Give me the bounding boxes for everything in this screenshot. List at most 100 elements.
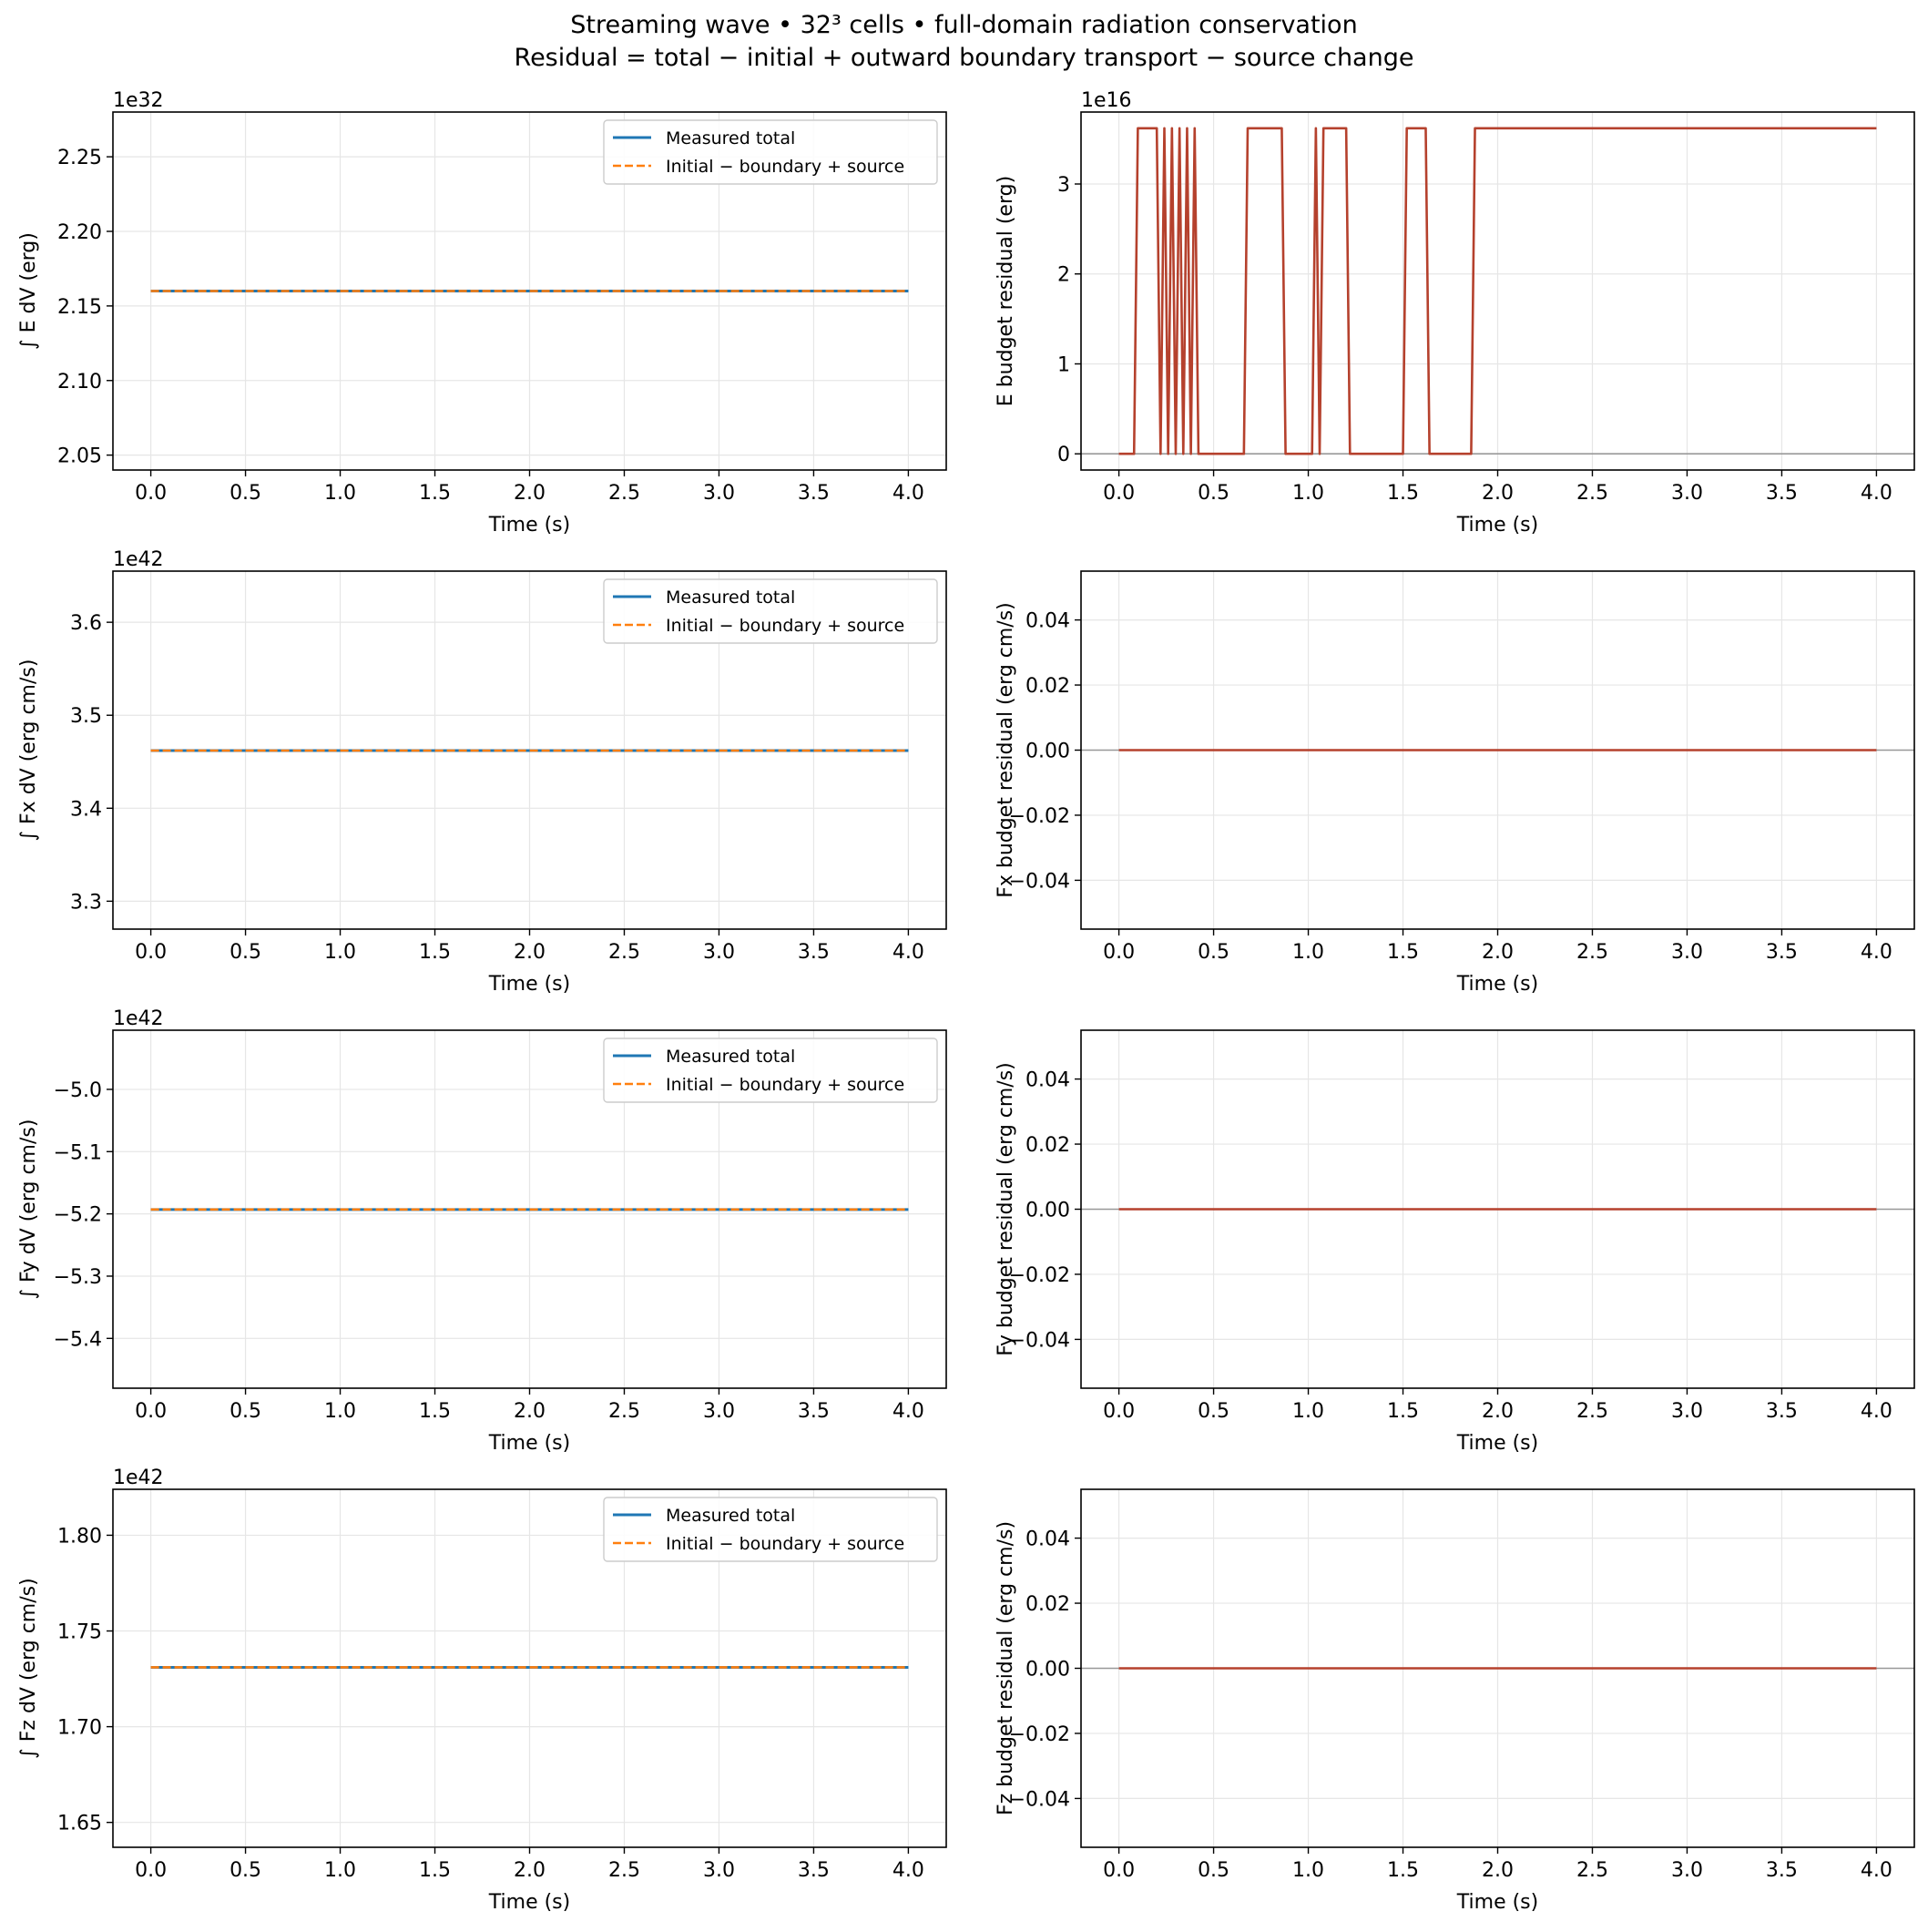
y-tick-label: 3 xyxy=(1057,174,1070,197)
x-axis-label: Time (s) xyxy=(488,973,570,996)
legend: Measured total Initial − boundary + sourc… xyxy=(603,578,938,644)
y-tick-label: −5.1 xyxy=(54,1141,102,1164)
legend: Measured total Initial − boundary + sourc… xyxy=(603,119,938,185)
x-tick-label: 1.0 xyxy=(324,482,356,505)
x-tick-label: 2.0 xyxy=(514,1859,546,1882)
x-tick-label: 3.0 xyxy=(1671,1859,1703,1882)
x-tick-label: 1.0 xyxy=(1292,482,1324,505)
x-tick-label: 2.5 xyxy=(1576,482,1608,505)
x-tick-label: 2.0 xyxy=(514,941,546,964)
x-tick-label: 2.5 xyxy=(608,1859,640,1882)
y-tick-label: 1.70 xyxy=(57,1717,102,1740)
legend-frame xyxy=(603,119,938,185)
y-tick-label: −0.02 xyxy=(1009,1723,1070,1746)
x-tick-label: 3.5 xyxy=(798,482,830,505)
legend-frame xyxy=(603,1497,938,1562)
x-tick-label: 3.5 xyxy=(1766,941,1798,964)
legend-label: Measured total xyxy=(666,1506,795,1526)
y-tick-label: −5.0 xyxy=(54,1079,102,1102)
y-tick-label: 1.80 xyxy=(57,1525,102,1548)
x-tick-label: 0.5 xyxy=(230,482,261,505)
x-tick-label: 1.5 xyxy=(1387,1400,1419,1423)
x-tick-label: 3.5 xyxy=(798,1400,830,1423)
x-tick-label: 1.5 xyxy=(419,482,451,505)
y-tick-label: 0.00 xyxy=(1025,741,1070,763)
x-axis-label: Time (s) xyxy=(488,514,570,537)
x-tick-label: 1.0 xyxy=(1292,1400,1324,1423)
x-tick-label: 0.0 xyxy=(135,482,167,505)
x-tick-label: 2.0 xyxy=(1482,1400,1514,1423)
x-tick-label: 0.5 xyxy=(230,1859,261,1882)
y-tick-label: 0 xyxy=(1057,444,1070,466)
y-axis-label: ∫ Fy dV (erg cm/s) xyxy=(17,1119,40,1300)
x-tick-label: 2.5 xyxy=(608,1400,640,1423)
y-tick-label: 0.04 xyxy=(1025,1528,1070,1551)
y-tick-label: −5.2 xyxy=(54,1204,102,1227)
figure-title-line-2: Residual = total − initial + outward bou… xyxy=(514,44,1414,72)
x-tick-label: 4.0 xyxy=(1861,941,1892,964)
x-tick-label: 0.0 xyxy=(135,1400,167,1423)
y-axis-label: Fx budget residual (erg cm/s) xyxy=(995,602,1017,898)
legend-label: Measured total xyxy=(666,128,795,148)
x-tick-label: 3.0 xyxy=(703,482,735,505)
x-tick-label: 0.0 xyxy=(1103,1400,1135,1423)
y-axis-label: E budget residual (erg) xyxy=(995,176,1017,406)
x-tick-label: 0.5 xyxy=(1198,1400,1229,1423)
figure-title-line-1: Streaming wave • 32³ cells • full-domain… xyxy=(570,11,1358,39)
legend-frame xyxy=(603,578,938,644)
y-tick-label: 2 xyxy=(1057,264,1070,287)
y-axis-label: Fy budget residual (erg cm/s) xyxy=(995,1062,1017,1356)
legend-label: Initial − boundary + source xyxy=(666,157,904,177)
y-tick-label: 2.15 xyxy=(57,296,102,319)
y-tick-label: −5.4 xyxy=(54,1328,102,1351)
y-tick-label: 3.6 xyxy=(70,612,102,635)
x-tick-label: 1.5 xyxy=(1387,941,1419,964)
x-tick-label: 3.5 xyxy=(798,1859,830,1882)
x-tick-label: 3.0 xyxy=(703,1859,735,1882)
x-tick-label: 0.0 xyxy=(135,941,167,964)
x-tick-label: 4.0 xyxy=(893,1859,924,1882)
y-tick-label: 0.02 xyxy=(1025,1593,1070,1616)
y-axis-label: ∫ E dV (erg) xyxy=(17,232,40,350)
x-tick-label: 2.5 xyxy=(608,941,640,964)
x-tick-label: 1.0 xyxy=(1292,941,1324,964)
x-tick-label: 1.5 xyxy=(1387,482,1419,505)
legend: Measured total Initial − boundary + sourc… xyxy=(603,1497,938,1562)
x-tick-label: 2.0 xyxy=(1482,482,1514,505)
x-axis-label: Time (s) xyxy=(1456,514,1538,537)
x-tick-label: 4.0 xyxy=(1861,1400,1892,1423)
y-tick-label: 3.3 xyxy=(70,891,102,914)
y-tick-label: 0.00 xyxy=(1025,1659,1070,1682)
y-tick-label: 3.5 xyxy=(70,705,102,728)
subplot-Fz-total: 0.0 0.5 1.0 1.5 2.0 2.5 3.0 3.5 4.0 1.65 1.70 1.75 1… xyxy=(17,1467,947,1914)
x-tick-label: 4.0 xyxy=(893,1400,924,1423)
x-tick-label: 3.0 xyxy=(703,941,735,964)
y-axis-label: Fz budget residual (erg cm/s) xyxy=(995,1521,1017,1815)
x-tick-label: 2.5 xyxy=(1576,1400,1608,1423)
x-tick-label: 4.0 xyxy=(893,482,924,505)
legend-label: Initial − boundary + source xyxy=(666,1534,904,1554)
series-residual xyxy=(1118,127,1877,455)
x-tick-label: 1.0 xyxy=(324,1400,356,1423)
x-tick-label: 3.5 xyxy=(1766,482,1798,505)
x-tick-label: 4.0 xyxy=(1861,1859,1892,1882)
subplot-Fx-total: 0.0 0.5 1.0 1.5 2.0 2.5 3.0 3.5 4.0 3.3 3.4 3.5 3.6 T… xyxy=(17,548,947,996)
x-tick-label: 0.5 xyxy=(1198,482,1229,505)
axis-offset-text: 1e32 xyxy=(113,89,164,112)
x-tick-label: 2.5 xyxy=(608,482,640,505)
y-tick-label: 2.05 xyxy=(57,445,102,468)
y-tick-label: 1.65 xyxy=(57,1813,102,1835)
y-tick-label: 0.04 xyxy=(1025,1069,1070,1092)
x-tick-label: 1.0 xyxy=(324,941,356,964)
y-tick-label: 0.02 xyxy=(1025,675,1070,698)
y-tick-label: 3.4 xyxy=(70,798,102,821)
x-tick-label: 0.5 xyxy=(230,941,261,964)
x-tick-label: 0.0 xyxy=(1103,1859,1135,1882)
x-tick-label: 3.0 xyxy=(1671,1400,1703,1423)
subplot-E-residual: 0.0 0.5 1.0 1.5 2.0 2.5 3.0 3.5 4.0 0 1 2 3 Time (s) E… xyxy=(995,89,1915,537)
x-tick-label: 1.0 xyxy=(1292,1859,1324,1882)
y-axis-label: ∫ Fz dV (erg cm/s) xyxy=(17,1578,40,1758)
x-tick-label: 1.5 xyxy=(419,941,451,964)
x-tick-label: 3.5 xyxy=(1766,1400,1798,1423)
